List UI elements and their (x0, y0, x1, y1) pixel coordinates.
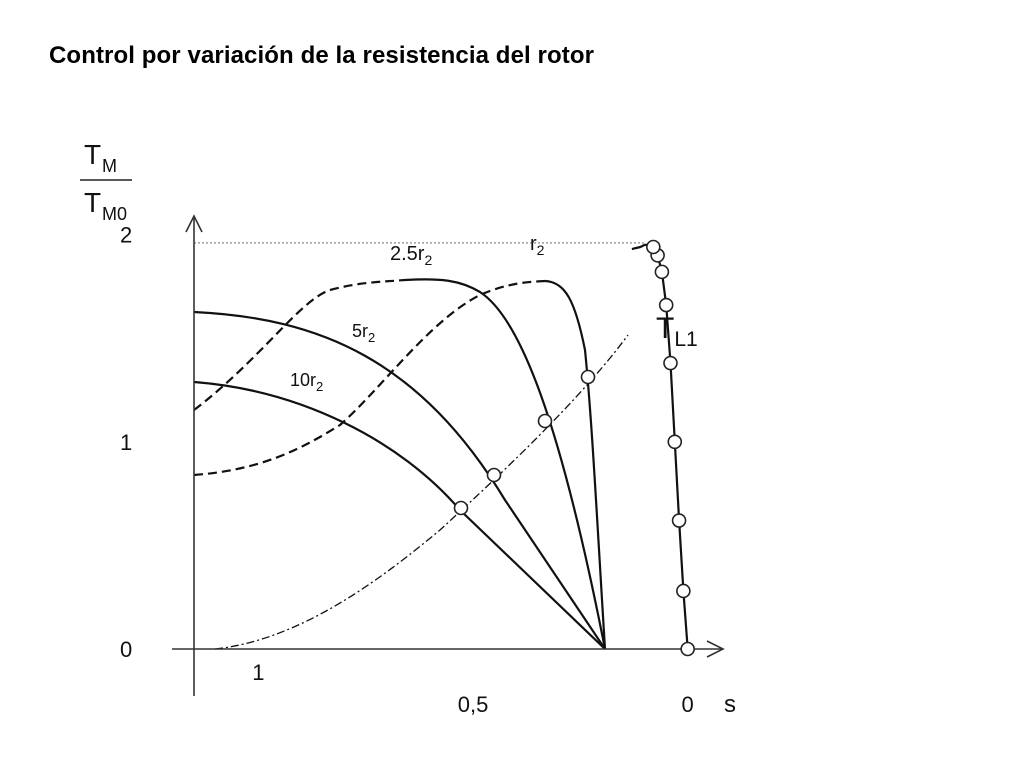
curve-2.5r2-stable (404, 278, 607, 650)
x-tick-label-0: 1 (252, 660, 264, 685)
operating-point-1 (486, 467, 502, 483)
series-label-0: r2 (530, 233, 545, 258)
label-2.5r2-sub: 2 (424, 252, 432, 268)
x-tick-label-1: 0,5 (458, 692, 489, 717)
label-tl1-sub: L1 (674, 328, 697, 351)
y-tick-label-1: 1 (120, 430, 132, 455)
x-axis-arrow (706, 640, 725, 658)
label-2.5r2: 2.5r2 (390, 243, 432, 268)
label-5r2-sub: 2 (368, 330, 375, 345)
series-0-point-0 (680, 641, 695, 657)
curve-5r2 (193, 310, 606, 650)
series-0-point-5 (658, 297, 674, 313)
label-10r2-sub: 2 (316, 379, 323, 394)
series-0-point-4 (663, 355, 678, 371)
series-0-point-3 (667, 434, 683, 450)
y-tick-label-2: 2 (120, 223, 132, 248)
curve-2.5r2-unstable (193, 278, 406, 411)
curve-r2-unstable (193, 279, 546, 477)
y-axis-label: T M T M0 (80, 139, 132, 224)
y-label-numerator: T (84, 139, 101, 170)
load-torque-line-tl1 (214, 334, 629, 650)
x-axis-label: s (724, 691, 736, 718)
series-0-point-6 (654, 264, 670, 280)
series-line-0 (631, 243, 689, 650)
curve-10r2 (193, 380, 606, 650)
y-label-denominator: T (84, 187, 101, 218)
operating-point-0 (453, 500, 469, 516)
x-tick-label-2: 0 (682, 692, 694, 717)
series-0-point-1 (676, 583, 691, 599)
label-10r2: 10r2 (290, 370, 323, 394)
page-title: Control por variación de la resistencia … (49, 42, 595, 69)
series-0-point-8 (646, 239, 661, 255)
series-label-sub-0: 2 (537, 242, 545, 258)
label-5r2: 5r2 (352, 321, 375, 345)
y-tick-label-0: 0 (120, 637, 132, 662)
operating-point-2 (537, 413, 553, 429)
y-label-numerator-sub: M (102, 156, 117, 176)
y-axis-arrow (185, 214, 203, 233)
label-tl1: TL1 (656, 312, 698, 351)
series-0-point-2 (671, 513, 687, 528)
y-label-denominator-sub: M0 (102, 204, 127, 224)
curve-r2-stable (544, 279, 607, 650)
operating-point-3 (580, 369, 596, 385)
